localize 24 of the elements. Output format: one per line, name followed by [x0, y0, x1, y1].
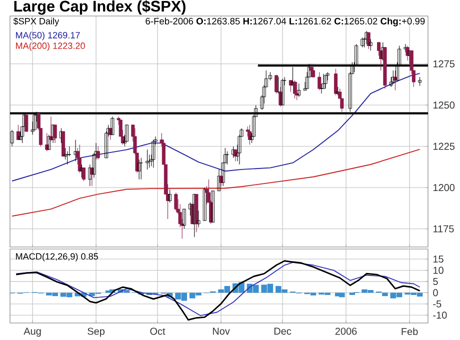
y-tick-label: -10: [433, 312, 447, 319]
y-tick-label: 5: [433, 278, 438, 286]
y-tick-label: 1200: [433, 184, 455, 192]
y-tick-label: 1250: [433, 102, 455, 109]
x-tick-label: Sep: [88, 328, 105, 337]
y-tick-label: 15: [433, 256, 444, 263]
x-tick-label: Feb: [402, 328, 418, 336]
series-label: MACD(12,26,9) 0.85: [16, 252, 98, 262]
y-tick-label: 1275: [433, 60, 455, 68]
y-tick-label: 1225: [433, 142, 455, 150]
x-tick-label: 2006: [335, 328, 357, 335]
y-tick-label: 0: [433, 289, 438, 296]
text: MA(50) 1269.17: [16, 32, 80, 40]
y-tick-label: -5: [433, 300, 442, 308]
y-tick-label: 10: [433, 266, 444, 274]
text: MA(200) 1223.20: [16, 42, 85, 51]
chart-title: Large Cap Index ($SPX): [14, 0, 186, 15]
x-tick-label: Dec: [274, 328, 292, 335]
text: 6-Feb-2006 O:1263.85 H:1267.04 L:1261.62 C:1265.02 Chg:+0.99: [146, 18, 425, 26]
x-tick-label: Aug: [24, 328, 41, 337]
y-tick-label: 1175: [433, 225, 454, 232]
chart-subtitle: $SPX Daily: [13, 18, 60, 26]
x-tick-label: Nov: [212, 328, 230, 335]
x-tick-label: Oct: [150, 328, 166, 335]
